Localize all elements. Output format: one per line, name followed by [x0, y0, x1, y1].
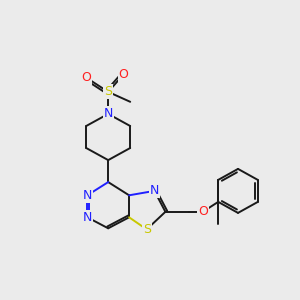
Text: N: N	[82, 189, 92, 202]
Text: S: S	[143, 223, 151, 236]
Text: S: S	[104, 85, 112, 98]
Text: O: O	[81, 71, 91, 84]
Text: N: N	[150, 184, 159, 197]
Text: O: O	[198, 205, 208, 218]
Text: N: N	[82, 211, 92, 224]
Text: N: N	[103, 107, 113, 120]
Text: O: O	[119, 68, 128, 81]
